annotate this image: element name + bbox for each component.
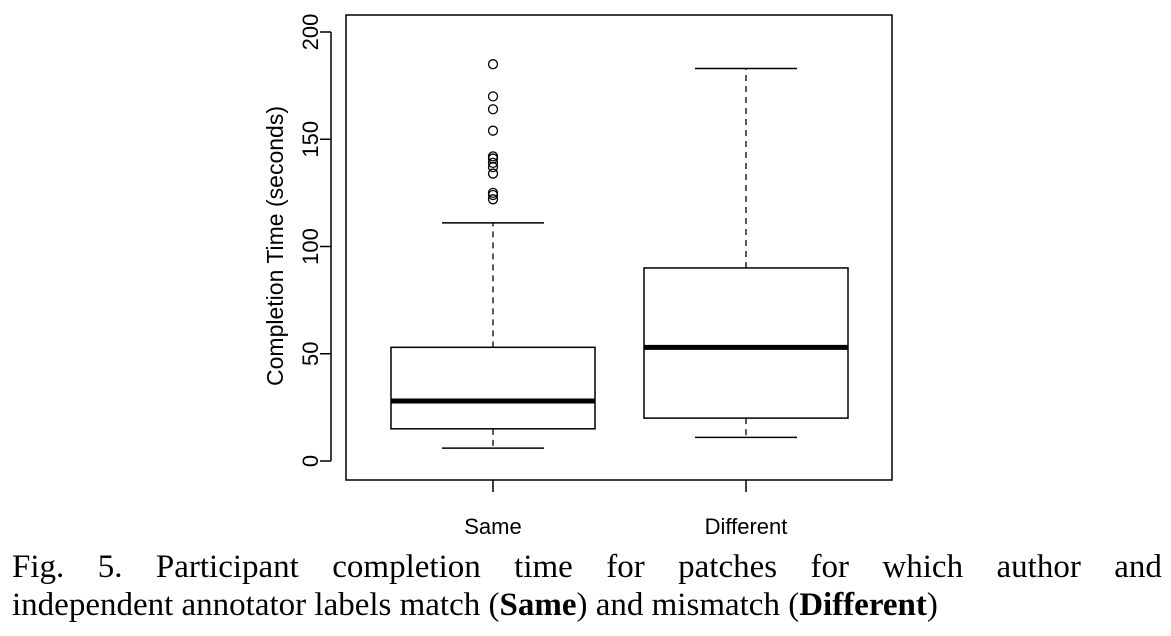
- outlier-point: [487, 59, 499, 70]
- y-tick-label: 200: [298, 14, 323, 51]
- caption-same-label: Same: [499, 587, 577, 623]
- caption-word: completion: [332, 549, 481, 585]
- caption-word: author: [996, 549, 1081, 585]
- caption-word: and: [1114, 549, 1162, 585]
- caption-word: for: [810, 549, 849, 585]
- outlier-point: [487, 125, 499, 136]
- boxes: [390, 59, 849, 449]
- caption-text: independent annotator labels match (: [12, 587, 500, 623]
- caption-word: patches: [678, 549, 778, 585]
- box-same: [390, 59, 596, 449]
- y-tick-label: 0: [298, 455, 323, 467]
- iqr-box: [643, 267, 849, 419]
- y-tick-label: 50: [298, 342, 323, 366]
- caption-word: 5.: [97, 549, 123, 585]
- outlier-point: [487, 187, 499, 199]
- y-ticks: 0 50 100 150 200: [298, 14, 331, 467]
- caption-line-1: Fig. 5. Participant completion time for patche…: [12, 548, 1162, 586]
- x-ticks: Same Different: [464, 480, 787, 539]
- outlier-point: [487, 91, 499, 102]
- caption-different-label: Different: [799, 587, 927, 623]
- figure-caption: Fig. 5. Participant completion time for patche…: [12, 548, 1162, 624]
- caption-text: ) and mismatch (: [576, 587, 800, 623]
- boxplot-chart: 0 50 100 150 200 Same Different Completion Ti…: [262, 14, 893, 539]
- y-tick-label: 100: [298, 228, 323, 265]
- caption-word: Fig.: [12, 549, 65, 585]
- outlier-point: [487, 168, 499, 179]
- x-tick-label: Same: [464, 514, 521, 539]
- caption-text: ): [926, 587, 938, 623]
- caption-word: time: [514, 549, 573, 585]
- outlier-point: [487, 104, 499, 115]
- y-axis-title: Completion Time (seconds): [262, 106, 288, 386]
- outlier-point: [487, 194, 499, 205]
- x-tick-label: Different: [705, 514, 788, 539]
- caption-line-2: independent annotator labels match (Same…: [12, 586, 1162, 624]
- caption-word: which: [882, 549, 964, 585]
- caption-word: for: [606, 549, 645, 585]
- outlier-point: [487, 151, 499, 162]
- box-different: [643, 67, 849, 439]
- plot-frame: [345, 14, 893, 481]
- iqr-box: [390, 346, 596, 430]
- y-tick-label: 150: [298, 121, 323, 158]
- outlier-point: [487, 157, 499, 168]
- caption-word: Participant: [155, 549, 299, 585]
